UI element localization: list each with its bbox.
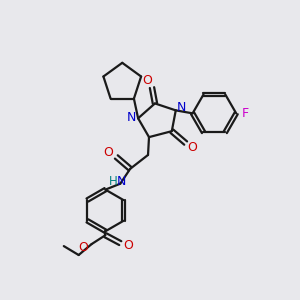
Text: F: F	[242, 107, 249, 120]
Text: O: O	[142, 74, 152, 87]
Text: N: N	[127, 111, 136, 124]
Text: N: N	[177, 101, 186, 114]
Text: O: O	[79, 241, 88, 254]
Text: O: O	[103, 146, 113, 160]
Text: H: H	[109, 175, 118, 188]
Text: N: N	[117, 175, 126, 188]
Text: O: O	[188, 140, 197, 154]
Text: O: O	[123, 238, 133, 252]
